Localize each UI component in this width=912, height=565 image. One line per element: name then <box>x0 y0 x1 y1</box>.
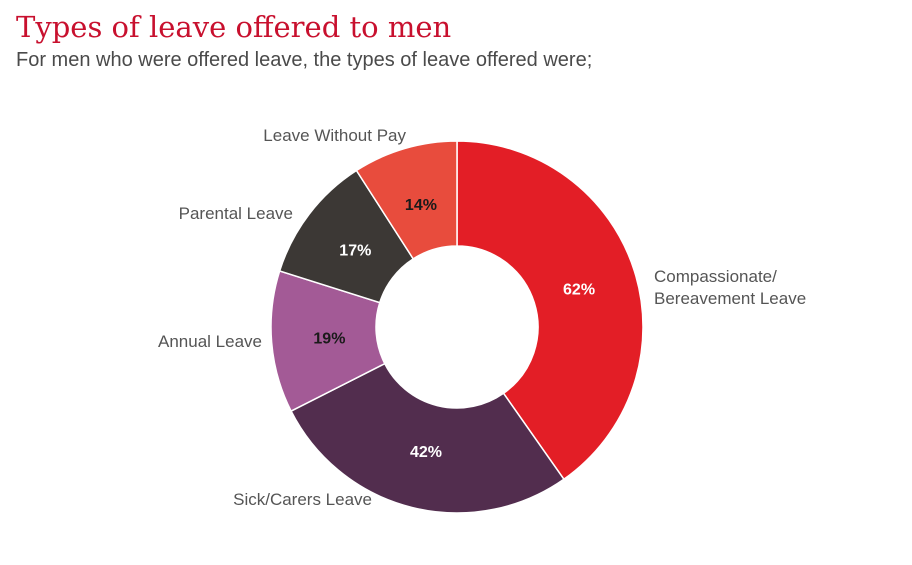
category-label-sick-carers-leave: Sick/Carers Leave <box>233 490 372 509</box>
value-label-compassionate-bereavement-leave: 62% <box>563 281 595 298</box>
slice-leave-without-pay <box>355 140 458 260</box>
category-label-parental-leave: Parental Leave <box>179 204 293 223</box>
category-label-annual-leave: Annual Leave <box>158 332 262 351</box>
value-label-annual-leave: 19% <box>313 330 345 347</box>
value-label-sick-carers-leave: 42% <box>410 444 442 461</box>
slice-sick-carers-leave <box>290 362 565 514</box>
value-label-parental-leave: 17% <box>339 242 371 259</box>
category-label-compassionate-bereavement-leave: Compassionate/Bereavement Leave <box>654 267 806 308</box>
chart-title: Types of leave offered to men <box>16 10 452 44</box>
chart-subtitle: For men who were offered leave, the type… <box>16 49 593 71</box>
category-label-leave-without-pay: Leave Without Pay <box>263 126 406 145</box>
value-label-leave-without-pay: 14% <box>405 197 437 214</box>
slice-compassionate-bereavement-leave <box>456 140 644 481</box>
